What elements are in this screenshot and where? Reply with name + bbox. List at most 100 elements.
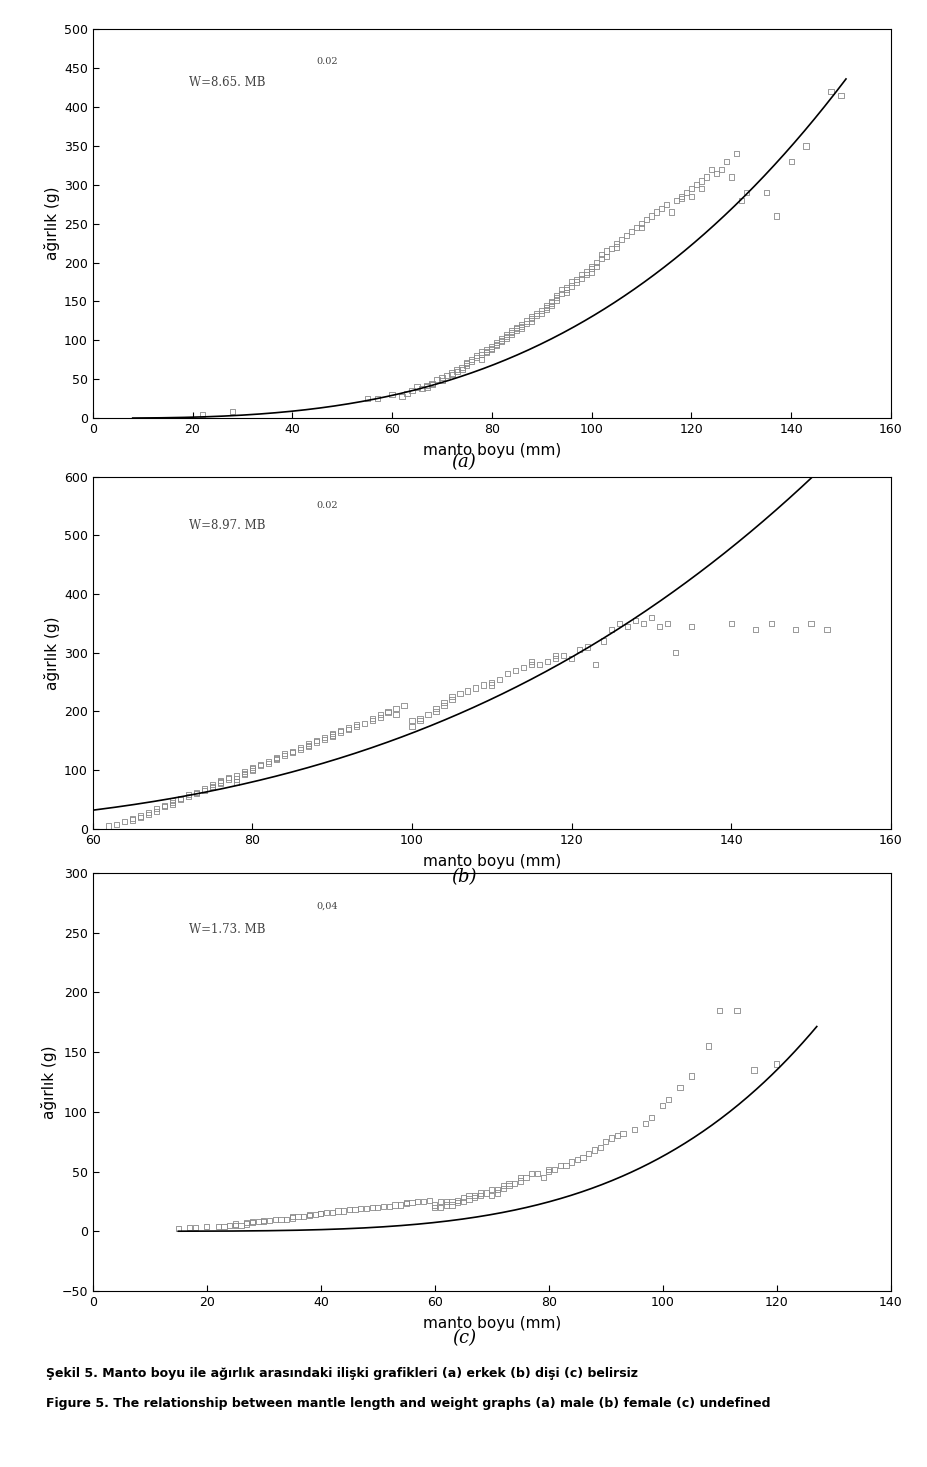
- Point: [285, 739, 299, 763]
- Point: [672, 1077, 687, 1100]
- Point: [229, 770, 244, 794]
- Point: [524, 653, 539, 676]
- Point: [336, 1199, 350, 1222]
- Point: [454, 356, 469, 380]
- Point: [419, 374, 434, 398]
- Point: [260, 751, 275, 775]
- X-axis label: manto boyu (mm): manto boyu (mm): [423, 854, 560, 868]
- Text: W=8.65. MB: W=8.65. MB: [188, 76, 265, 89]
- Point: [419, 376, 434, 399]
- Point: [245, 757, 260, 780]
- Point: [578, 263, 593, 286]
- Point: [598, 1130, 613, 1153]
- Point: [592, 1135, 607, 1159]
- Point: [798, 133, 813, 157]
- Point: [340, 716, 355, 739]
- Point: [733, 189, 748, 213]
- Point: [324, 1200, 339, 1223]
- Point: [229, 764, 244, 788]
- Point: [484, 670, 499, 694]
- Point: [461, 1184, 476, 1207]
- Point: [189, 780, 204, 804]
- Point: [559, 280, 574, 304]
- Point: [387, 1193, 402, 1216]
- Point: [543, 292, 558, 315]
- Point: [425, 371, 439, 395]
- Point: [300, 735, 315, 758]
- Point: [330, 1199, 345, 1222]
- Point: [459, 354, 474, 377]
- Point: [433, 1196, 448, 1219]
- Point: [460, 679, 475, 703]
- Point: [633, 211, 648, 235]
- Point: [293, 736, 308, 760]
- Point: [568, 270, 583, 293]
- Point: [718, 150, 733, 173]
- Point: [434, 370, 449, 393]
- Point: [494, 330, 509, 354]
- Point: [489, 1178, 504, 1201]
- Point: [433, 1190, 448, 1213]
- Point: [269, 747, 284, 770]
- Point: [399, 1191, 413, 1215]
- Point: [444, 361, 459, 384]
- Point: [728, 142, 743, 166]
- Point: [628, 609, 642, 632]
- Point: [239, 1212, 254, 1235]
- Point: [484, 673, 499, 697]
- Point: [149, 800, 164, 823]
- Point: [369, 387, 384, 411]
- Point: [504, 321, 519, 345]
- Point: [548, 644, 563, 667]
- Point: [478, 1181, 493, 1204]
- Point: [524, 650, 539, 673]
- Point: [574, 267, 589, 290]
- Point: [484, 1178, 499, 1201]
- Point: [584, 260, 599, 283]
- Point: [436, 694, 451, 717]
- Point: [229, 767, 244, 791]
- Point: [513, 1166, 527, 1190]
- Point: [425, 373, 439, 396]
- Point: [489, 332, 503, 355]
- Point: [713, 157, 728, 180]
- Point: [648, 201, 663, 224]
- Point: [658, 192, 673, 216]
- Point: [197, 779, 211, 802]
- Point: [484, 336, 499, 359]
- Point: [117, 810, 132, 833]
- Point: [459, 352, 474, 376]
- Point: [290, 1206, 305, 1229]
- Point: [524, 307, 539, 330]
- Point: [529, 1162, 544, 1185]
- Point: [469, 345, 484, 368]
- Point: [109, 813, 124, 836]
- Point: [468, 676, 483, 700]
- Point: [549, 288, 564, 311]
- Point: [683, 1064, 698, 1087]
- Point: [428, 697, 443, 720]
- Point: [375, 1194, 390, 1218]
- Point: [157, 794, 171, 817]
- Point: [763, 612, 778, 635]
- Point: [489, 334, 503, 358]
- Point: [228, 1213, 243, 1237]
- Point: [438, 1193, 453, 1216]
- Point: [253, 754, 268, 778]
- Point: [639, 208, 654, 232]
- Point: [688, 173, 703, 197]
- Point: [199, 1215, 214, 1238]
- X-axis label: manto boyu (mm): manto boyu (mm): [423, 1316, 560, 1331]
- Point: [564, 270, 578, 293]
- Text: Figure 5. The relationship between mantle length and weight graphs (a) male (b) : Figure 5. The relationship between mantl…: [46, 1397, 770, 1410]
- Point: [452, 682, 467, 706]
- Point: [394, 384, 409, 408]
- Point: [608, 232, 623, 255]
- Point: [500, 662, 514, 685]
- Point: [473, 1181, 488, 1204]
- Point: [643, 1106, 658, 1130]
- Point: [499, 323, 514, 346]
- Point: [236, 760, 251, 783]
- Point: [553, 282, 568, 305]
- Point: [125, 807, 140, 830]
